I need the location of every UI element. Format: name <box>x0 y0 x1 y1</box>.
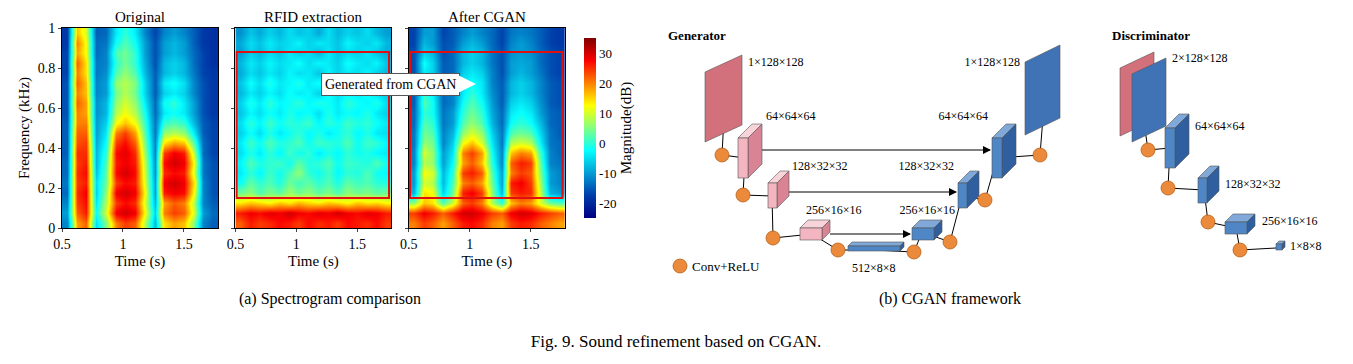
svg-text:1.5: 1.5 <box>522 237 540 252</box>
svg-text:1: 1 <box>119 237 126 252</box>
svg-text:Magnitude(dB): Magnitude(dB) <box>618 82 635 174</box>
svg-text:Time (s): Time (s) <box>115 253 166 270</box>
svg-text:Time (s): Time (s) <box>461 253 512 270</box>
svg-text:1.5: 1.5 <box>349 237 367 252</box>
svg-text:256×16×16: 256×16×16 <box>899 203 955 217</box>
svg-text:Time (s): Time (s) <box>288 253 339 270</box>
svg-text:512×8×8: 512×8×8 <box>852 261 896 275</box>
svg-text:0.5: 0.5 <box>400 237 418 252</box>
svg-text:256×16×16: 256×16×16 <box>806 203 862 217</box>
svg-text:1: 1 <box>293 237 300 252</box>
svg-text:(b) CGAN framework: (b) CGAN framework <box>879 290 1021 308</box>
svg-text:0: 0 <box>599 136 606 151</box>
svg-text:(a) Spectrogram comparison: (a) Spectrogram comparison <box>239 290 421 308</box>
svg-text:1: 1 <box>48 21 55 36</box>
svg-text:Frequency (kHz): Frequency (kHz) <box>16 77 33 179</box>
svg-text:10: 10 <box>599 106 612 121</box>
svg-text:Discriminator: Discriminator <box>1112 28 1190 43</box>
svg-text:Original: Original <box>115 9 165 25</box>
svg-text:Generator: Generator <box>668 28 726 43</box>
svg-text:2×128×128: 2×128×128 <box>1172 51 1228 65</box>
svg-text:0.5: 0.5 <box>227 237 245 252</box>
svg-text:Fig. 9. Sound refinement based: Fig. 9. Sound refinement based on CGAN. <box>531 332 821 351</box>
svg-text:20: 20 <box>599 76 612 91</box>
svg-text:128×32×32: 128×32×32 <box>898 159 954 173</box>
svg-text:256×16×16: 256×16×16 <box>1262 214 1318 228</box>
svg-text:64×64×64: 64×64×64 <box>938 109 988 123</box>
svg-text:Conv+ReLU: Conv+ReLU <box>692 259 760 274</box>
svg-text:0.2: 0.2 <box>38 181 56 196</box>
svg-text:0.5: 0.5 <box>53 237 71 252</box>
svg-text:RFID extraction: RFID extraction <box>264 9 362 25</box>
svg-text:1×128×128: 1×128×128 <box>748 55 804 69</box>
svg-text:128×32×32: 128×32×32 <box>1225 177 1281 191</box>
svg-text:1: 1 <box>466 237 473 252</box>
svg-text:-20: -20 <box>599 196 616 211</box>
svg-text:After CGAN: After CGAN <box>448 9 526 25</box>
svg-text:-10: -10 <box>599 166 616 181</box>
svg-text:1×8×8: 1×8×8 <box>1290 239 1322 253</box>
svg-text:0.4: 0.4 <box>38 141 56 156</box>
svg-text:0: 0 <box>48 221 55 236</box>
svg-text:30: 30 <box>599 46 612 61</box>
svg-text:1×128×128: 1×128×128 <box>964 55 1020 69</box>
svg-text:1.5: 1.5 <box>175 237 193 252</box>
svg-text:0.8: 0.8 <box>38 61 56 76</box>
svg-text:0.6: 0.6 <box>38 101 56 116</box>
svg-text:Generated from CGAN: Generated from CGAN <box>325 77 456 92</box>
svg-text:64×64×64: 64×64×64 <box>1195 119 1245 133</box>
svg-text:128×32×32: 128×32×32 <box>792 159 848 173</box>
svg-text:64×64×64: 64×64×64 <box>766 109 816 123</box>
